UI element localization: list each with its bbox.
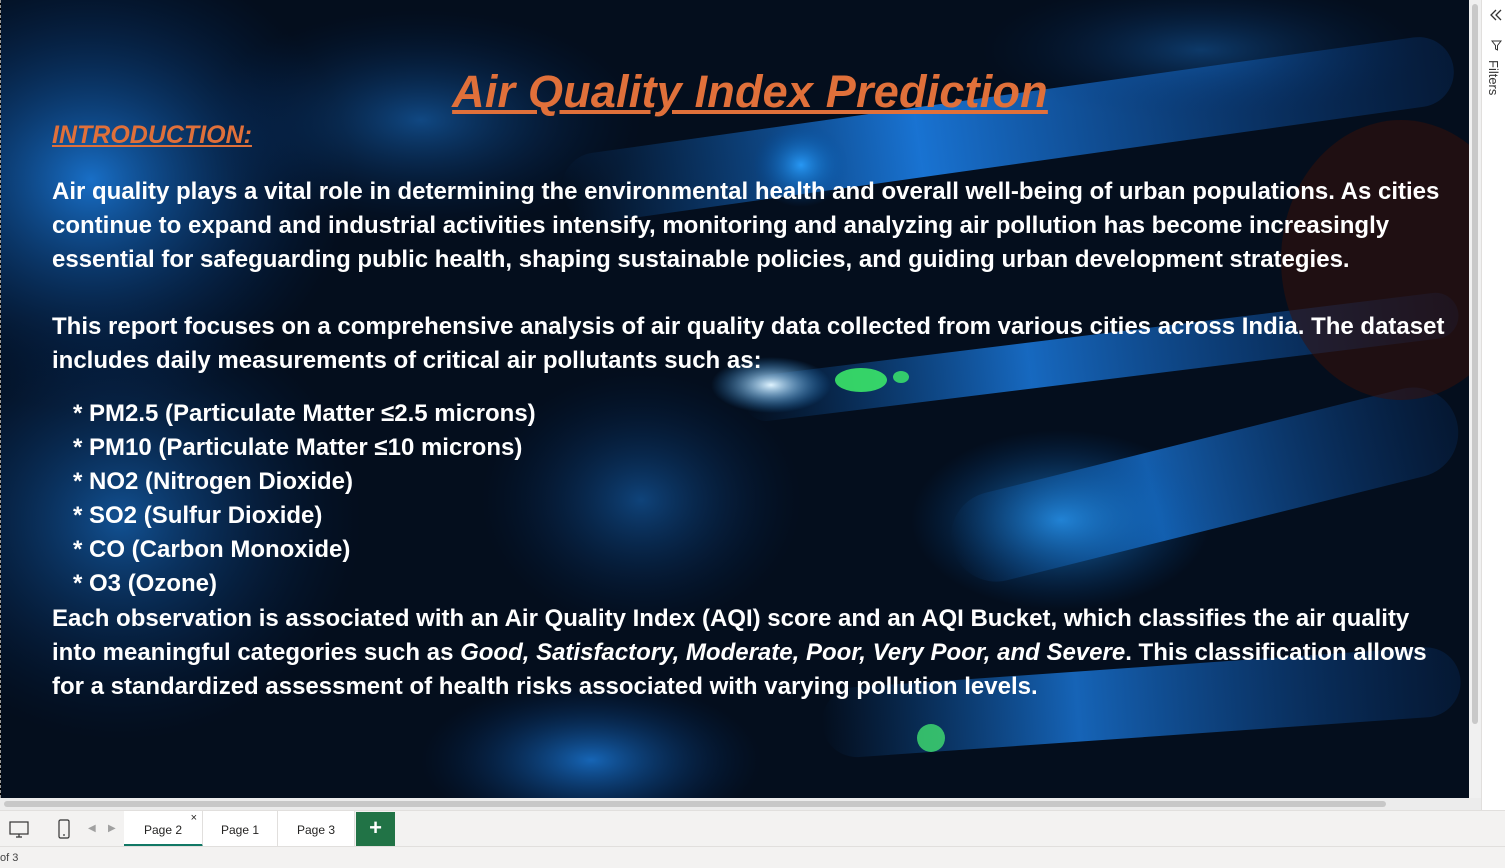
- pollutant-list: * PM2.5 (Particulate Matter ≤2.5 microns…: [73, 397, 536, 601]
- status-bar: of 3: [0, 846, 1505, 868]
- tab-label: Page 3: [296, 823, 336, 837]
- vertical-scrollbar[interactable]: [1469, 0, 1481, 798]
- intro-paragraph-2: This report focuses on a comprehensive a…: [52, 313, 1445, 374]
- tab-label: Page 2: [143, 823, 183, 837]
- page-count: of 3: [0, 852, 19, 864]
- page-tab-bar: ◀ ▶ Page 2 × Page 1 Page 3 +: [0, 810, 1505, 847]
- aqi-categories: Good, Satisfactory, Moderate, Poor, Very…: [460, 639, 1126, 666]
- funnel-icon: [1491, 40, 1502, 51]
- horizontal-scrollbar[interactable]: [0, 798, 1481, 810]
- list-item: * PM2.5 (Particulate Matter ≤2.5 microns…: [73, 400, 536, 427]
- report-title: Air Quality Index Prediction: [452, 66, 1048, 117]
- intro-paragraph-1: Air quality plays a vital role in determ…: [52, 178, 1440, 273]
- tab-label: Page 1: [220, 823, 260, 837]
- list-item: * PM10 (Particulate Matter ≤10 microns): [73, 434, 523, 461]
- report-text-box: Air Quality Index Prediction INTRODUCTIO…: [1, 0, 1469, 798]
- tab-page-2[interactable]: Page 2 ×: [124, 811, 203, 847]
- filters-label[interactable]: Filters: [1486, 60, 1501, 96]
- double-chevron-left-icon[interactable]: [1489, 8, 1503, 22]
- previous-page-icon[interactable]: ◀: [88, 823, 96, 834]
- list-item: * NO2 (Nitrogen Dioxide): [73, 468, 354, 495]
- list-item: * SO2 (Sulfur Dioxide): [73, 502, 323, 529]
- tab-page-3[interactable]: Page 3: [278, 811, 355, 847]
- next-page-icon[interactable]: ▶: [108, 823, 116, 834]
- paragraph-3-start: Each observation is associated with an A…: [52, 605, 1410, 666]
- intro-paragraph-3: Each observation is associated with an A…: [52, 602, 1452, 704]
- horizontal-scrollbar-thumb[interactable]: [4, 801, 1386, 807]
- close-icon[interactable]: ×: [190, 812, 197, 824]
- list-item: * O3 (Ozone): [73, 570, 218, 597]
- paragraph-3-end: . This classification allows for a stand…: [52, 639, 1427, 700]
- background-image: [1, 0, 1469, 798]
- introduction-heading: INTRODUCTION:: [52, 121, 252, 149]
- add-page-button[interactable]: +: [356, 812, 395, 846]
- list-item: * CO (Carbon Monoxide): [73, 536, 351, 563]
- mobile-layout-icon[interactable]: [53, 818, 75, 840]
- vertical-scrollbar-thumb[interactable]: [1472, 4, 1478, 724]
- filters-pane[interactable]: Filters: [1481, 0, 1505, 810]
- report-canvas: Air Quality Index Prediction INTRODUCTIO…: [0, 0, 1469, 798]
- tab-page-1[interactable]: Page 1: [203, 811, 278, 847]
- desktop-layout-icon[interactable]: [8, 818, 30, 840]
